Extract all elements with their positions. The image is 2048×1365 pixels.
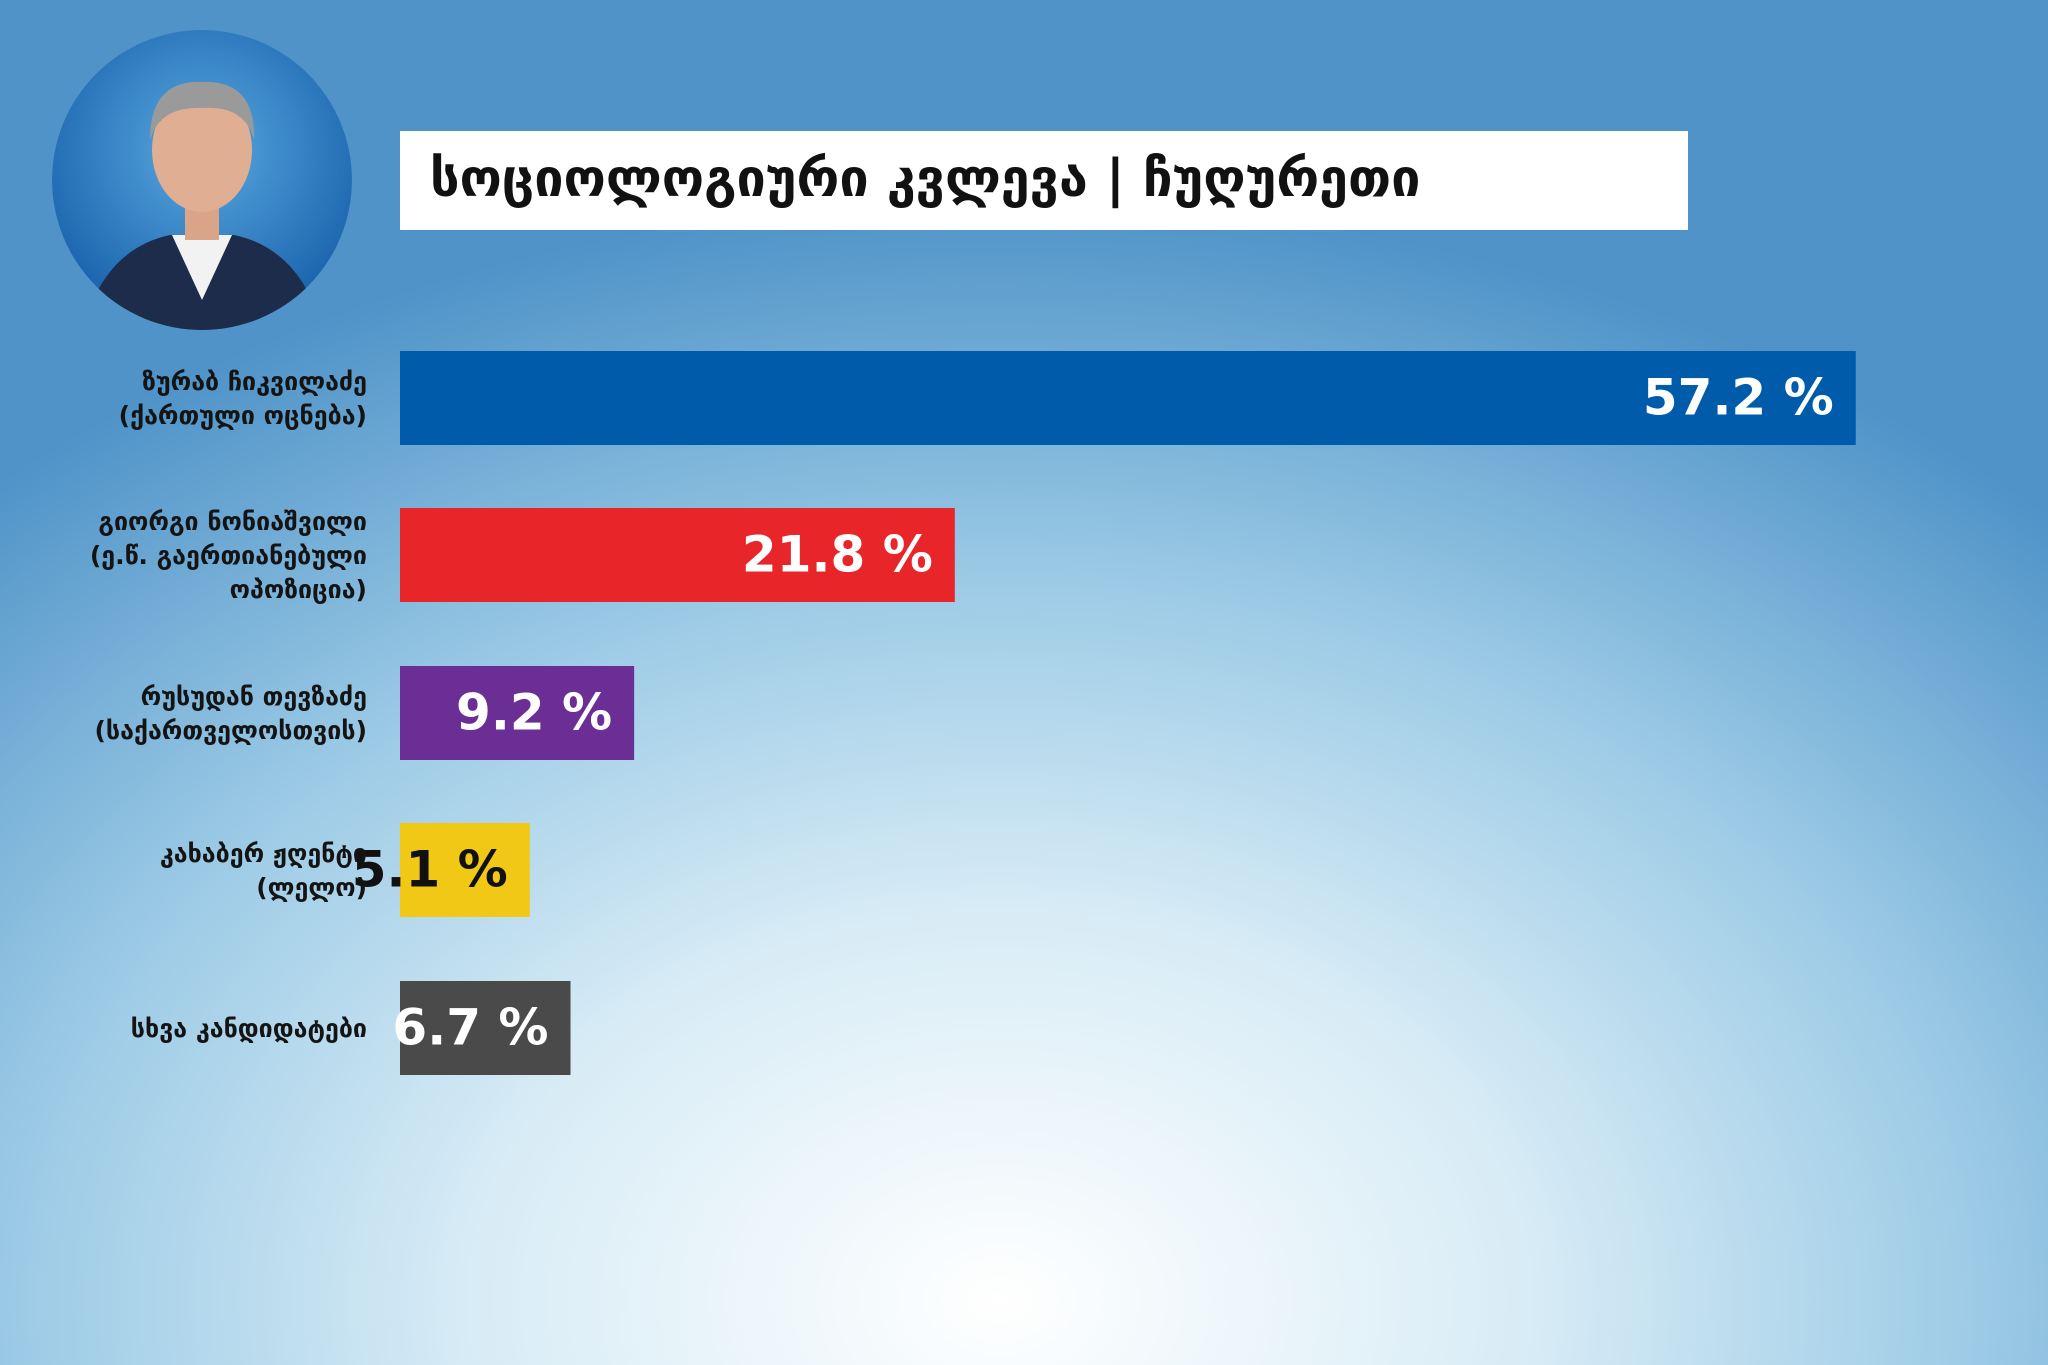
value-label: 6.7 %: [392, 999, 548, 1057]
title-box: [400, 131, 1688, 230]
category-line: გიორგი ნონიაშვილი: [98, 507, 367, 536]
bar: [400, 823, 530, 917]
bar: [400, 666, 635, 760]
category-line: (ლელო): [256, 873, 367, 902]
category-line: სხვა კანდიდატები: [131, 1014, 367, 1043]
category-line: (საქართველოსთვის): [94, 716, 367, 745]
chart-title: სოციოლოგიური კვლევა | ჩუღურეთი: [430, 149, 1420, 209]
category-line: (ქართული ოცნება): [119, 401, 367, 430]
category-label: კახაბერ ჟღენტი (ლელო): [160, 839, 367, 902]
category-line: ზურაბ ჩიკვილაძე: [142, 367, 367, 396]
category-line: კახაბერ ჟღენტი: [160, 839, 367, 868]
value-label: 9.2 %: [456, 684, 612, 742]
value-label: 57.2 %: [1643, 369, 1834, 427]
value-label: 21.8 %: [742, 526, 933, 584]
category-label: ზურაბ ჩიკვილაძე (ქართული ოცნება): [119, 367, 367, 430]
bar: [400, 981, 571, 1075]
category-label: სხვა კანდიდატები: [131, 1014, 367, 1043]
portrait: [52, 30, 352, 330]
category-line: რუსუდან თევზაძე: [141, 682, 367, 711]
category-line: (ე.წ. გაერთიანებული: [90, 541, 367, 570]
bar: [400, 351, 1856, 445]
category-line: ოპოზიცია): [230, 575, 367, 604]
bar: [400, 508, 955, 602]
category-label: რუსუდან თევზაძე (საქართველოსთვის): [94, 682, 367, 745]
category-label: გიორგი ნონიაშვილი (ე.წ. გაერთიანებული ოპოზ…: [90, 507, 367, 604]
value-label: 5.1 %: [352, 841, 508, 899]
